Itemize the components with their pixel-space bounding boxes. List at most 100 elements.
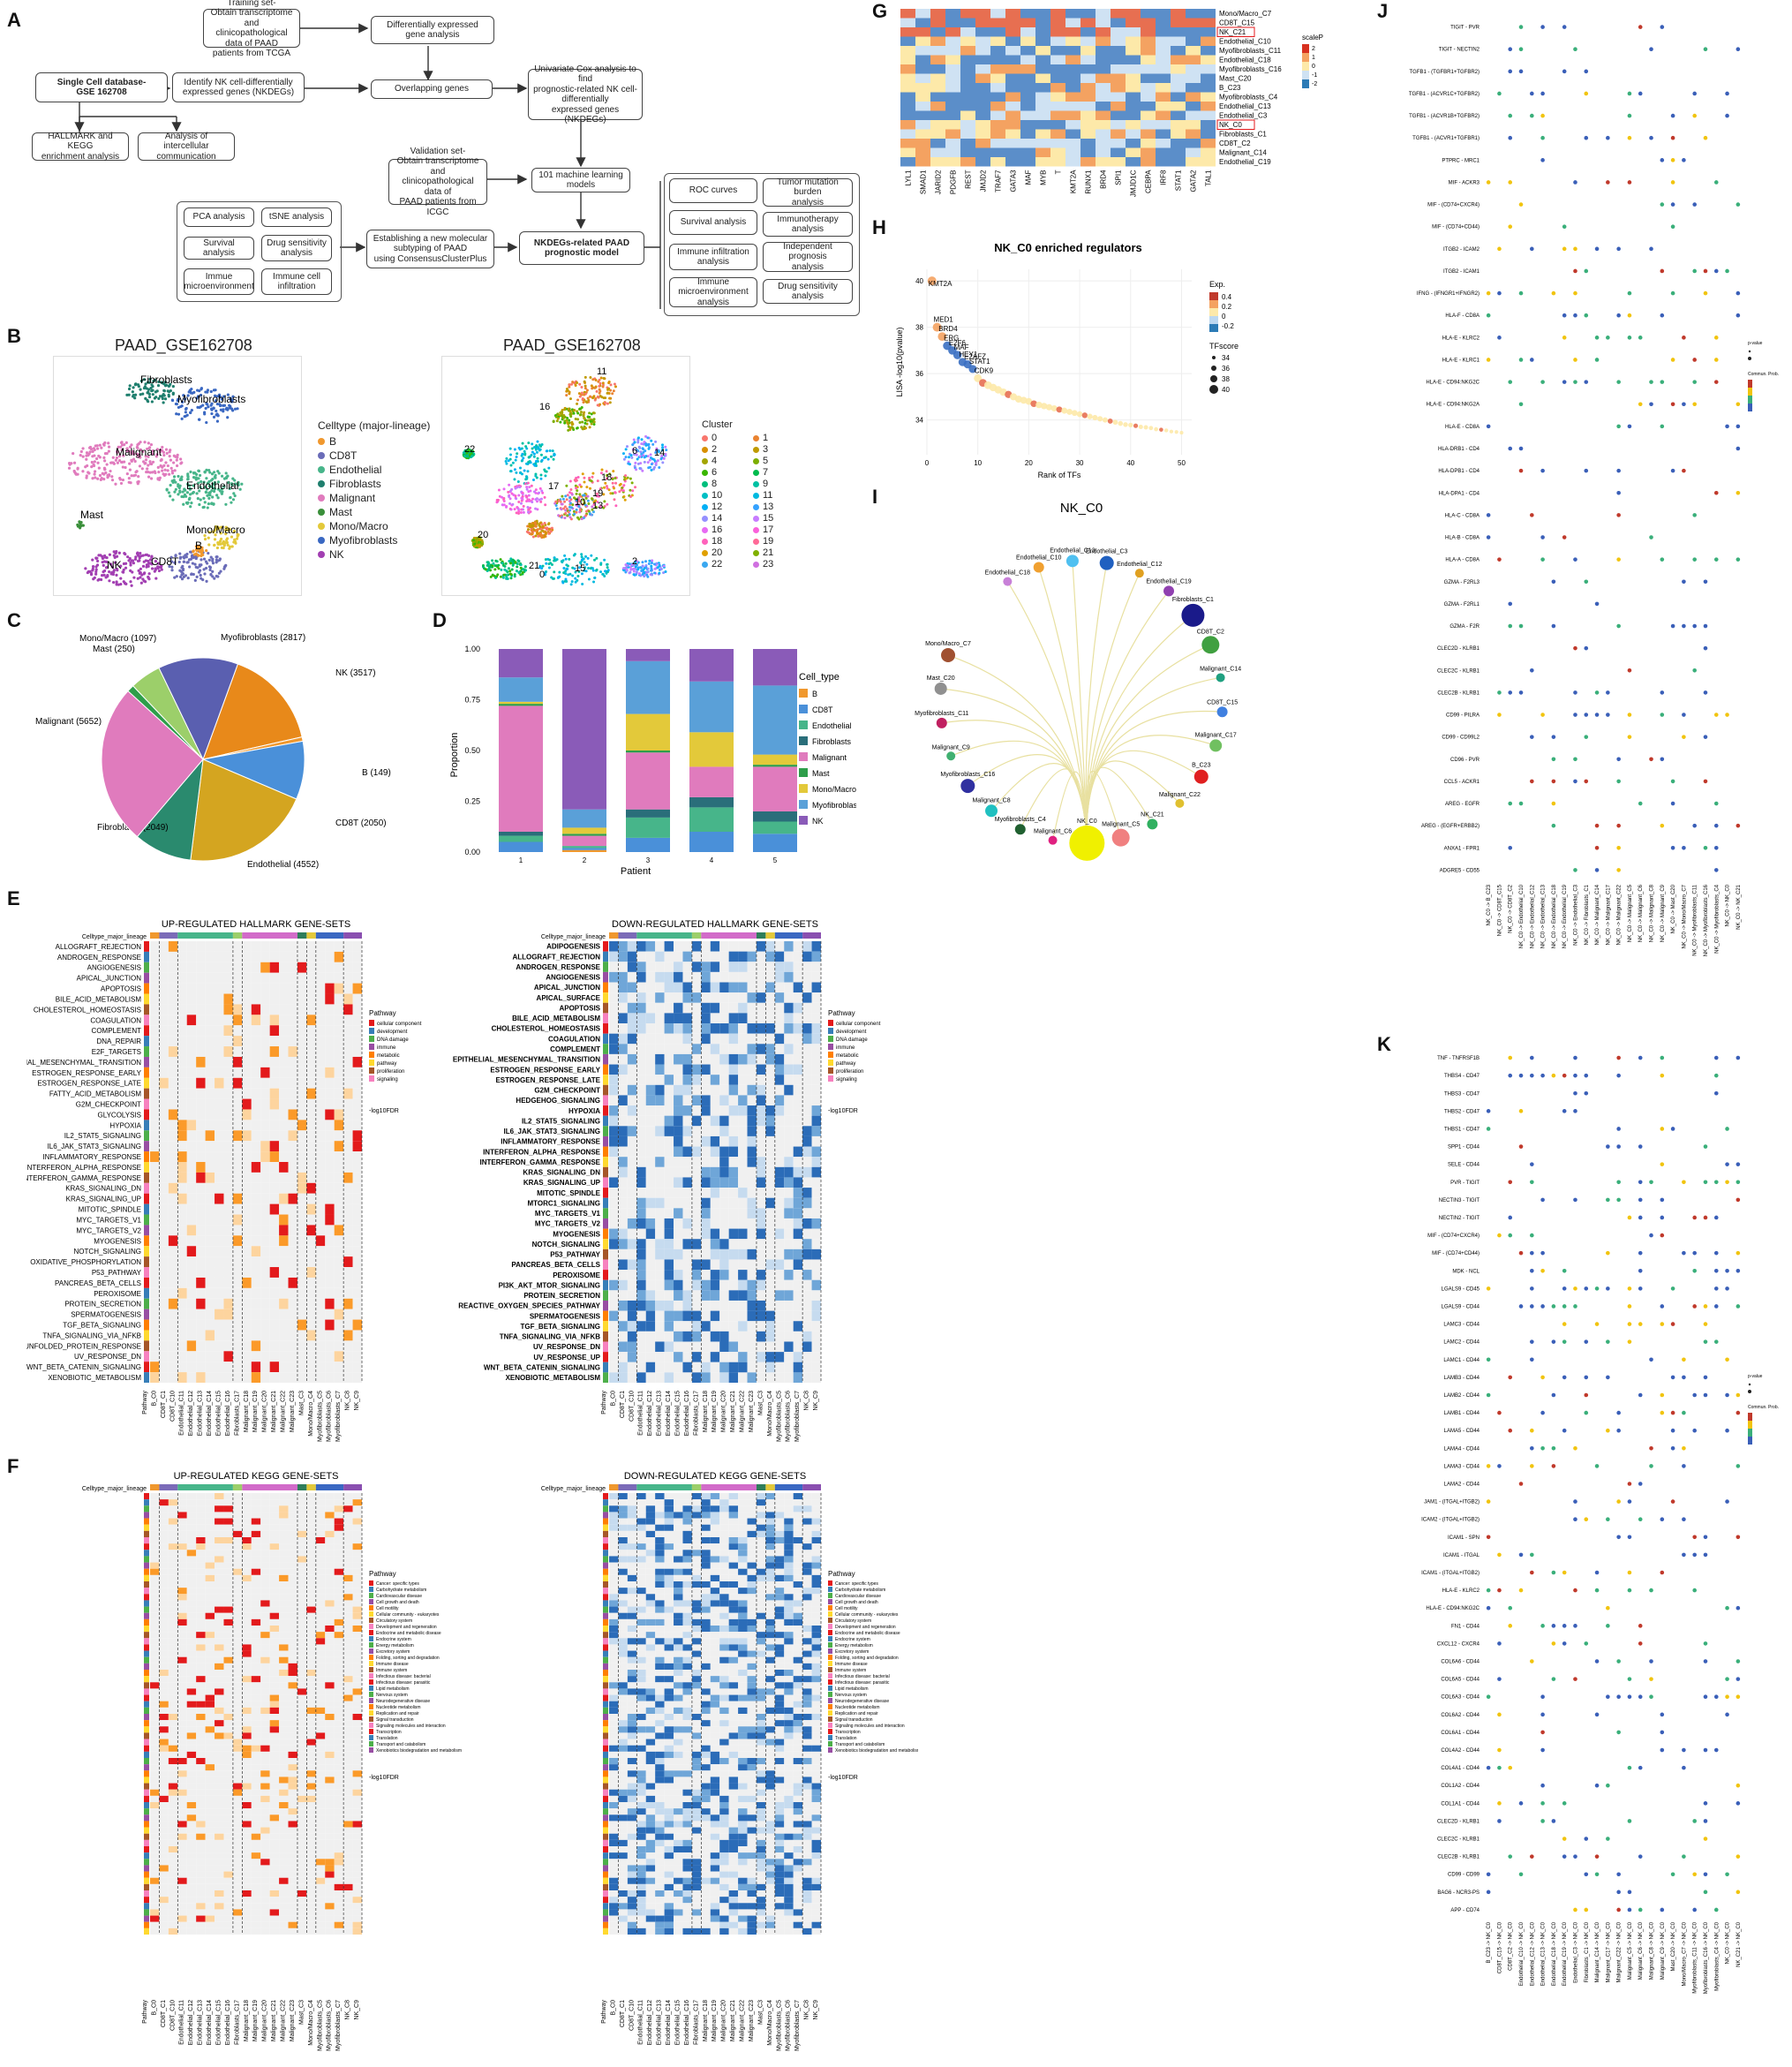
hallmark-up-cell [343,1130,353,1142]
hallmark-down-cell [627,1197,637,1209]
hallmark-down-cell [664,1105,674,1116]
umap-point [594,506,598,509]
umap-point [636,457,639,461]
hallmark-down-pathway-cell [603,1075,608,1085]
umap-point [624,563,628,567]
hallmark-up-cell [223,1256,233,1268]
hallmark-up-cell [288,1098,297,1110]
umap-point [154,455,158,458]
umap-point [595,494,599,498]
umap-point [92,463,95,466]
hallmark-up-cell [306,1162,316,1173]
hallmark-col-label: Pathway [142,1391,148,1414]
hallmark-up-cell [288,1372,297,1383]
hallmark-up-cell [352,1193,362,1204]
umap-point [552,457,555,461]
umap-point [506,570,509,574]
bar-segment [689,766,734,797]
hallmark-up-cell [223,1088,233,1099]
hallmark-up-cell [232,1330,243,1341]
umap-point [576,489,579,493]
legend-dot [318,438,325,445]
umap-point [546,457,550,461]
hallmark-up-cell [168,1319,178,1331]
hallmark-up-cell [215,1056,224,1067]
umap-point [606,388,610,391]
umap-point [151,460,155,464]
hallmark-up-cell [168,1340,178,1352]
hallmark-up-cell [260,1036,270,1047]
umap-point [508,562,512,565]
hallmark-up-cell [215,1267,224,1278]
hallmark-down-cell [636,1290,646,1301]
umap-point [464,449,468,453]
umap-point [173,469,177,472]
umap-point [622,484,626,487]
umap-point [141,392,145,396]
hallmark-down-cell [793,1044,803,1054]
umap-point [665,449,668,452]
hallmark-down-cell [738,1146,748,1158]
hallmark-up-cell [334,1120,344,1131]
kegg-up-cell [260,1493,270,1500]
umap-point [578,407,582,411]
umap-point [162,472,165,476]
hallmark-up-cell [279,1330,289,1341]
hallmark-down-cell [774,1126,785,1136]
hallmark-down-cell [802,1331,812,1342]
hallmark-down-cell [738,1279,748,1291]
hallmark-up-cell [242,1287,252,1299]
umap-point [148,460,152,464]
kegg-up-cell [334,1493,344,1500]
hallmark-up-cell [306,1151,316,1162]
hallmark-up-cell [232,983,243,994]
umap-point [121,478,124,482]
kegg-up-group-bar [150,1484,160,1490]
umap-point [233,494,237,498]
umap-point [629,477,632,480]
hallmark-up-cell [315,1151,326,1162]
umap-point [640,438,644,441]
hallmark-up-cell [306,1036,316,1047]
hallmark-up-cell [242,1120,252,1131]
hallmark-down-cell [728,1064,739,1075]
hallmark-col-label: Malignant_C18 [703,1391,709,1432]
umap-point [634,561,637,564]
umap-point [564,572,568,576]
panel-b-umaps: PAAD_GSE162708 PAAD_GSE162708 Fibroblast… [53,331,865,596]
hallmark-up-cell [168,1235,178,1247]
hallmark-up-cell [186,941,197,952]
hallmark-down-cell [674,1064,683,1075]
hallmark-up-cell [260,1046,270,1057]
hallmark-up-cell [288,1172,297,1183]
hallmark-down-cell [765,1115,775,1127]
umap-point [215,409,218,413]
legend-swatch [369,1052,374,1058]
hallmark-up-cell [168,1298,178,1309]
hallmark-down-cell [664,1033,674,1045]
hallmark-down-row-label: XENOBIOTIC_METABOLISM [506,1374,601,1382]
umap-point [197,469,200,472]
umap-point [147,464,150,467]
hallmark-down-cell [701,1033,711,1045]
umap-point [514,458,517,462]
hallmark-up-cell [177,1046,187,1057]
hallmark-down-cell [793,1084,803,1096]
umap-point [561,559,565,562]
umap-cluster-label: 20 [478,530,488,540]
hallmark-down-pathway-cell [603,1270,608,1280]
hallmark-col-label: Fibroblasts_C17 [234,1391,240,1436]
hallmark-down-cell [627,1259,637,1271]
panel-label-f: F [7,1455,19,1477]
hallmark-down-cell [691,1197,702,1209]
umap-cluster-label: 6 [632,446,637,456]
umap-point [578,510,582,514]
hallmark-down-cell [784,1023,794,1034]
hallmark-down-cell [710,1135,720,1147]
hallmark-up-cell [251,1036,261,1047]
hallmark-down-cell [719,971,729,983]
box-survival: Survival analysis [184,237,254,260]
hallmark-up-cell [186,1193,197,1204]
legend-dot [702,562,708,568]
umap-point [130,443,133,447]
